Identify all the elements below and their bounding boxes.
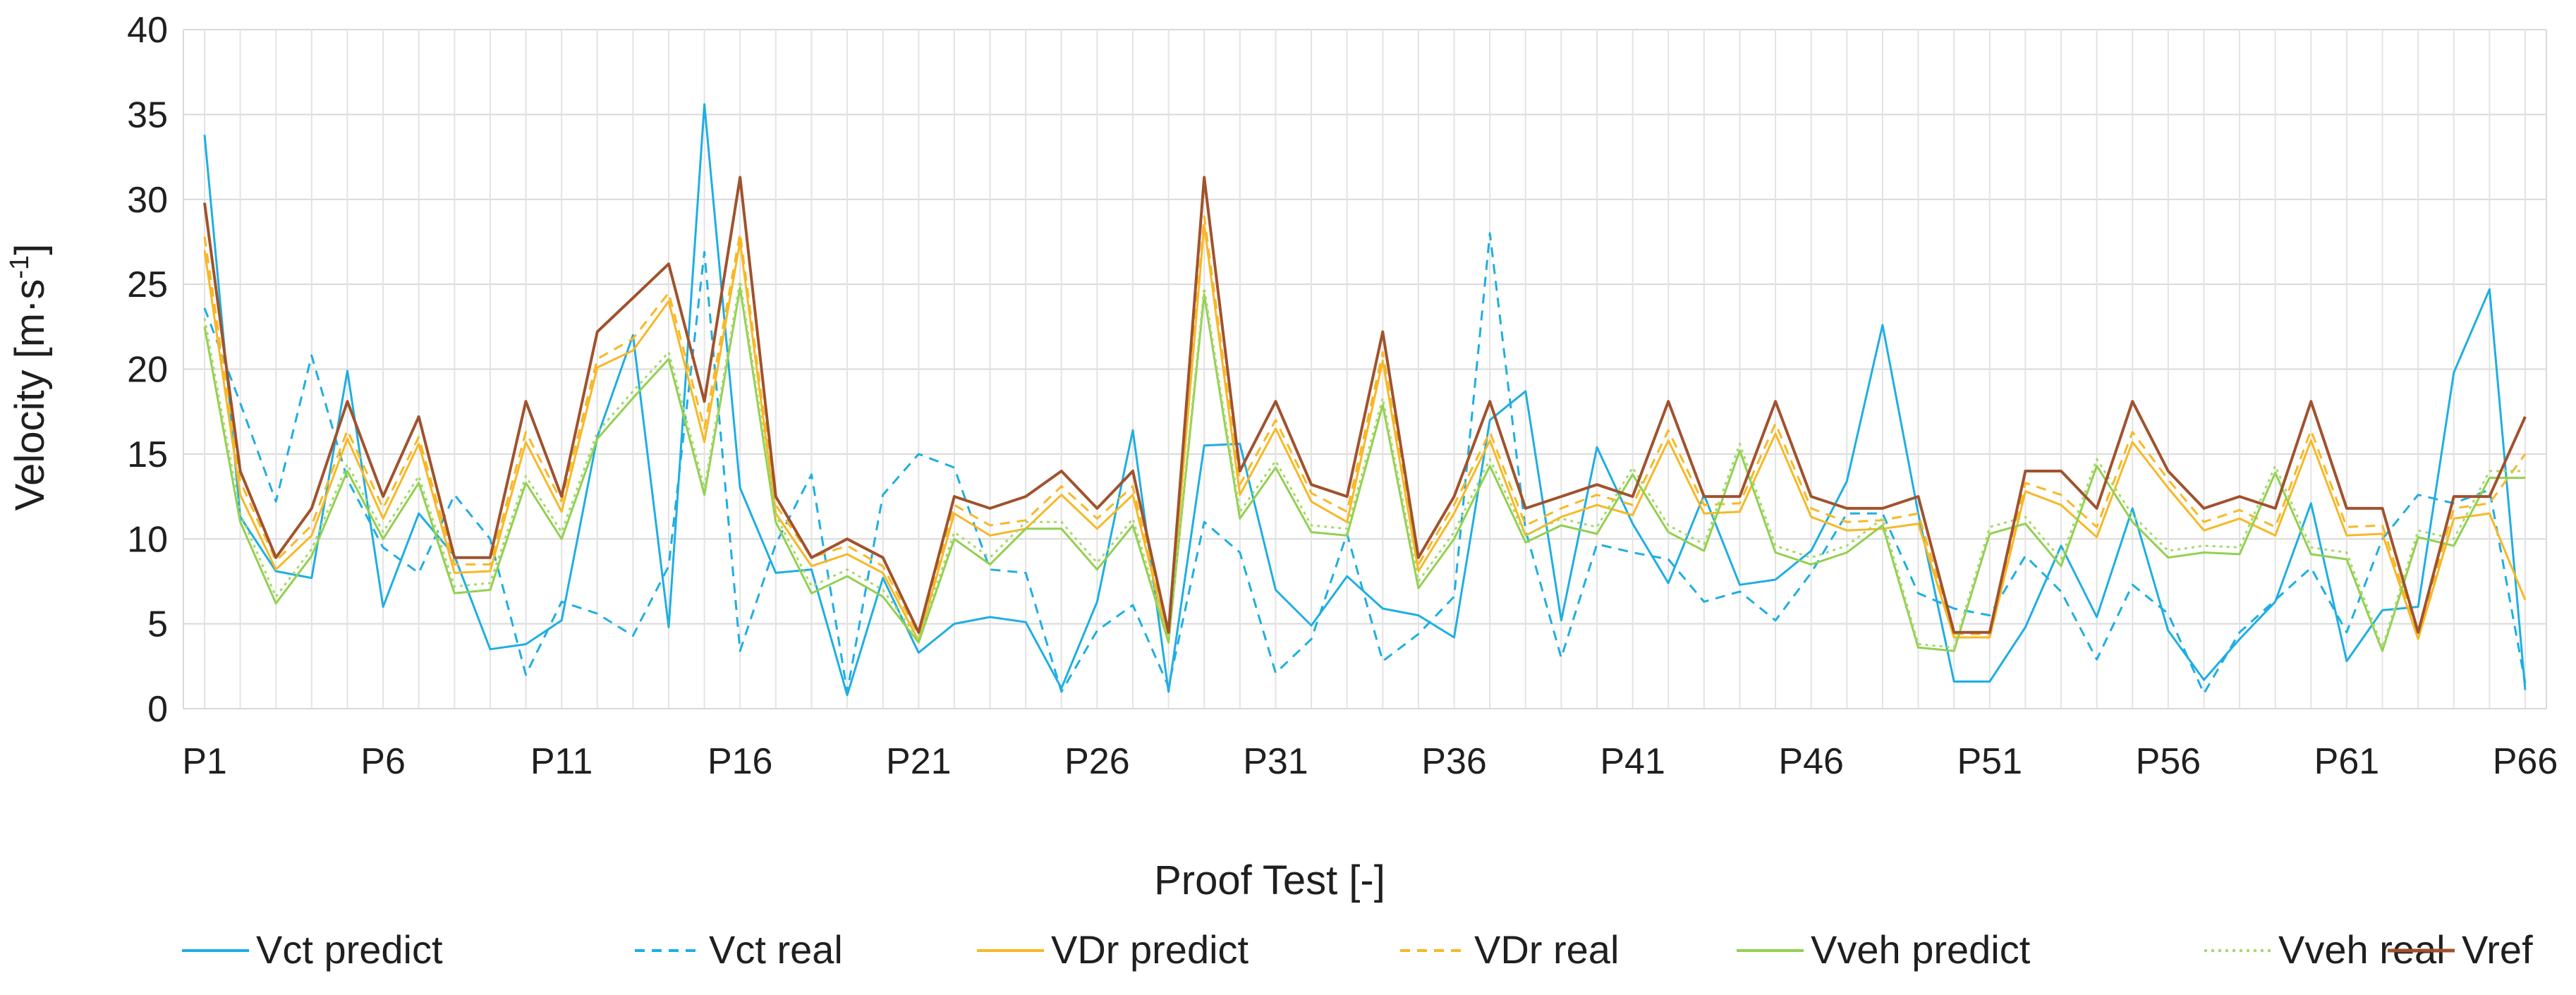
x-tick-label: P26 — [1064, 741, 1130, 782]
x-tick-label: P16 — [707, 741, 773, 782]
x-tick-label: P46 — [1778, 741, 1844, 782]
series-line-vct-predict — [203, 103, 2527, 697]
y-axis-ticks: 0 5 10 15 20 25 30 35 40 — [127, 10, 168, 730]
x-tick-label: P36 — [1421, 741, 1487, 782]
series-line-vdr-predict — [203, 224, 2527, 642]
grid-lines — [183, 29, 2547, 709]
series-line-vveh-real — [203, 279, 2525, 649]
legend: Vct predict Vct real VDr predict VDr real Vv… — [182, 927, 2533, 972]
series-line-vct-real — [203, 232, 2527, 695]
legend-label: VDr real — [1474, 927, 1619, 972]
x-tick-label: P51 — [1957, 741, 2023, 782]
y-tick-label: 10 — [127, 519, 168, 560]
x-axis-ticks: P1 P6 P11 P16 P21 P26 P31 P36 P41 P46 P51 P56 P61 P66 — [182, 741, 2558, 782]
legend-label: Vct predict — [256, 927, 443, 972]
y-tick-label: 35 — [127, 94, 168, 135]
y-tick-label: 15 — [127, 434, 168, 475]
legend-label: Vct real — [709, 927, 843, 972]
x-axis-title: Proof Test [-] — [1154, 857, 1385, 903]
x-tick-label: P21 — [886, 741, 952, 782]
x-tick-label: P31 — [1243, 741, 1308, 782]
y-tick-label: 40 — [127, 10, 168, 51]
y-tick-label: 25 — [127, 264, 168, 305]
x-tick-label: P6 — [360, 741, 406, 782]
series-line-vveh-predict — [203, 286, 2525, 652]
x-tick-label: P1 — [182, 741, 227, 782]
x-tick-label: P56 — [2136, 741, 2201, 782]
legend-label: Vveh predict — [1811, 927, 2031, 972]
y-tick-label: 5 — [147, 604, 168, 645]
x-tick-label: P11 — [530, 741, 593, 782]
y-tick-label: 0 — [147, 689, 168, 730]
series-line-vdr-real — [203, 215, 2527, 637]
x-tick-label: P41 — [1600, 741, 1665, 782]
y-axis-title: Velocity [m·s-1] — [5, 244, 53, 511]
x-tick-label: P61 — [2314, 741, 2380, 782]
x-tick-label: P66 — [2493, 741, 2558, 782]
legend-label: Vref — [2462, 927, 2533, 972]
y-tick-label: 20 — [127, 350, 168, 391]
series-line-vref — [203, 176, 2527, 634]
series-lines — [203, 103, 2527, 697]
legend-label: VDr predict — [1051, 927, 1249, 972]
y-tick-label: 30 — [127, 180, 168, 221]
